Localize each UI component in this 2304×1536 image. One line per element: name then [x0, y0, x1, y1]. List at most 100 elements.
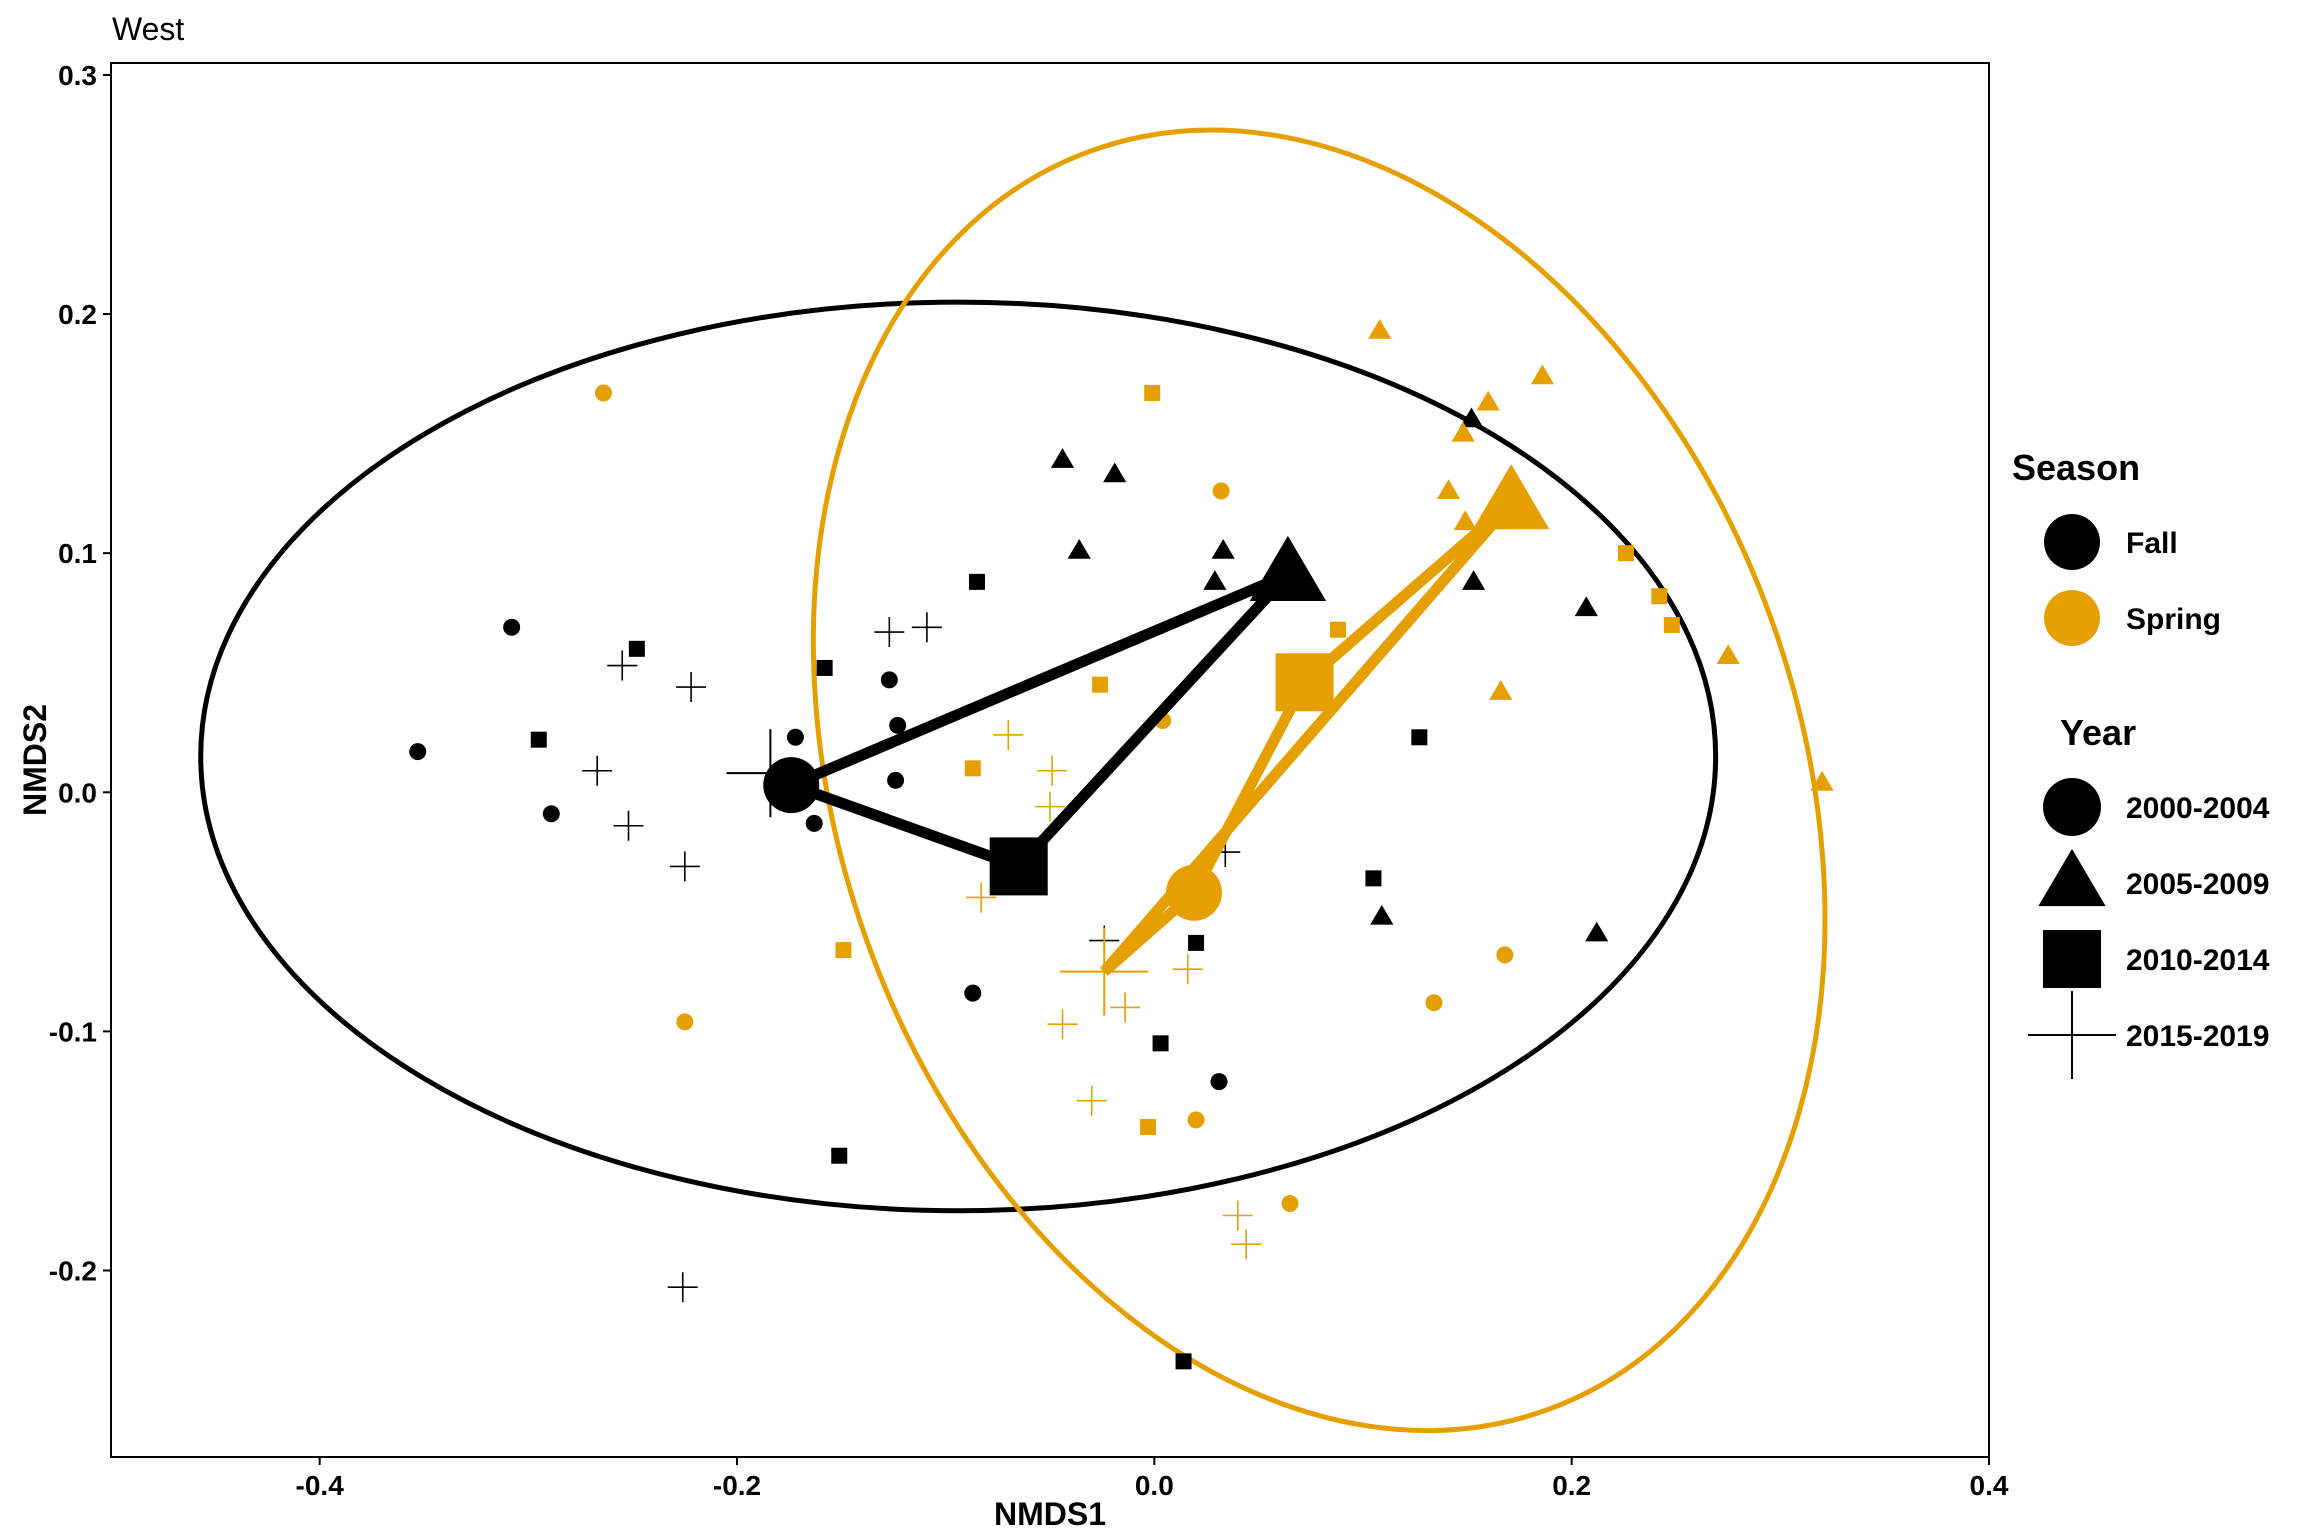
point-fall-2005-2009-8	[1370, 904, 1394, 925]
point-fall-2010-2014-0	[628, 640, 645, 657]
point-fall-2000-2004-1	[503, 618, 521, 636]
y-tick-label-0: -0.2	[49, 1255, 97, 1286]
point-fall-2000-2004-8	[964, 984, 982, 1002]
point-spring-2005-2009-6	[1489, 680, 1513, 700]
point-spring-2015-2019-7	[1076, 1085, 1107, 1116]
point-spring-2010-2014-1	[1329, 621, 1346, 638]
centroid-spring-2010-2014	[1275, 653, 1334, 712]
point-spring-2015-2019-8	[1222, 1200, 1253, 1231]
point-spring-2010-2014-5	[1140, 1119, 1157, 1136]
plot-panel-border	[110, 62, 1990, 1458]
point-fall-2000-2004-0	[409, 743, 427, 761]
x-tick-label-4: 0.4	[1970, 1470, 2009, 1501]
point-spring-2000-2004-4	[1187, 1111, 1205, 1129]
point-spring-2005-2009-7	[1716, 644, 1740, 664]
point-fall-2015-2019-3	[613, 810, 644, 841]
x-tick-label-0: -0.4	[296, 1470, 345, 1501]
point-fall-2005-2009-1	[1067, 539, 1091, 559]
point-fall-2000-2004-7	[887, 771, 905, 789]
legend-year-label-2000-2004: 2000-2004	[2126, 792, 2270, 825]
point-fall-2005-2009-3	[1211, 539, 1235, 559]
point-spring-2015-2019-6	[1172, 954, 1203, 985]
point-spring-2015-2019-5	[1110, 992, 1141, 1023]
axes: -0.4 -0.2 0.0 0.2 0.4 -0.2 -0.1 0.0 0.1 0.2 0.3	[49, 60, 2009, 1501]
point-fall-2015-2019-1	[676, 672, 707, 703]
point-spring-2015-2019-4	[1047, 1009, 1078, 1040]
point-spring-2010-2014-6	[1617, 545, 1634, 562]
point-fall-2005-2009-4	[1203, 570, 1227, 590]
centroid-spring-2000-2004	[1165, 864, 1222, 921]
point-spring-2015-2019-1	[1037, 755, 1068, 786]
point-fall-2015-2019-5	[874, 617, 905, 648]
centroid-fall-2010-2014	[989, 837, 1048, 896]
legend-year-label-2010-2014: 2010-2014	[2126, 944, 2270, 977]
point-spring-2005-2009-5	[1453, 510, 1477, 531]
point-spring-2015-2019-0	[993, 719, 1024, 750]
legend: Season Year Fall Spring 2000-2004 2005-2009…	[2012, 447, 2270, 1079]
point-fall-2015-2019-4	[669, 851, 700, 882]
legend-season-title: Season	[2012, 447, 2140, 488]
confidence-ellipse-spring	[810, 127, 1828, 1434]
point-fall-2005-2009-0	[1050, 448, 1075, 468]
legend-year-key-2010-2014	[2043, 930, 2101, 988]
legend-season-label-fall: Fall	[2126, 527, 2178, 560]
point-fall-2015-2019-6	[911, 612, 942, 643]
point-fall-2010-2014-2	[816, 659, 833, 676]
point-spring-2000-2004-6	[1496, 946, 1514, 964]
centroid-spring-2015-2019	[1060, 927, 1149, 1016]
point-fall-2010-2014-3	[968, 573, 985, 590]
legend-year-key-2005-2009	[2038, 848, 2106, 907]
point-fall-2000-2004-3	[786, 728, 804, 746]
point-fall-2010-2014-1	[530, 731, 547, 748]
y-axis-title: NMDS2	[17, 704, 53, 816]
centroid-fall-2000-2004	[763, 757, 820, 814]
point-spring-2000-2004-3	[1212, 482, 1230, 500]
point-fall-2010-2014-7	[1152, 1035, 1169, 1052]
point-fall-2015-2019-7	[667, 1272, 698, 1303]
legend-year-label-2005-2009: 2005-2009	[2126, 868, 2269, 901]
point-fall-2005-2009-5	[1459, 407, 1484, 428]
centroid-spring-2005-2009	[1472, 464, 1550, 530]
point-fall-2010-2014-6	[1188, 934, 1205, 951]
point-spring-2005-2009-4	[1436, 479, 1461, 499]
legend-year-title: Year	[2060, 712, 2136, 753]
point-fall-2000-2004-6	[889, 716, 907, 734]
legend-season-key-spring	[2044, 590, 2100, 646]
x-tick-label-3: 0.2	[1552, 1470, 1591, 1501]
centroid-path-fall	[789, 569, 1292, 873]
point-spring-2005-2009-2	[1476, 390, 1500, 411]
point-spring-2000-2004-7	[1281, 1195, 1299, 1213]
point-spring-2010-2014-8	[1663, 616, 1680, 633]
centroid-fall-2005-2009	[1249, 535, 1327, 602]
plot-area	[198, 127, 1834, 1434]
point-spring-2010-2014-7	[1651, 588, 1668, 605]
x-tick-label-1: -0.2	[713, 1470, 761, 1501]
y-tick-label-2: 0.0	[58, 777, 97, 808]
point-spring-2010-2014-0	[1144, 384, 1161, 401]
legend-season-label-spring: Spring	[2126, 603, 2221, 636]
point-fall-2010-2014-8	[831, 1147, 848, 1164]
point-fall-2000-2004-4	[805, 814, 823, 832]
point-spring-2010-2014-4	[835, 942, 852, 959]
point-spring-2010-2014-2	[1092, 676, 1109, 693]
x-axis-title: NMDS1	[994, 1496, 1106, 1532]
point-spring-2010-2014-3	[964, 760, 981, 777]
point-fall-2015-2019-2	[582, 755, 613, 786]
legend-season-key-fall	[2044, 514, 2100, 570]
legend-year-key-2015-2019	[2028, 991, 2116, 1079]
point-spring-2015-2019-2	[1035, 791, 1065, 822]
point-spring-2000-2004-0	[594, 384, 612, 402]
y-tick-label-4: 0.2	[58, 299, 97, 330]
point-spring-2015-2019-3	[966, 882, 997, 913]
point-fall-2015-2019-0	[607, 650, 638, 681]
y-tick-label-5: 0.3	[58, 60, 97, 91]
legend-year-key-2000-2004	[2043, 778, 2101, 836]
point-fall-2010-2014-5	[1365, 870, 1382, 887]
point-spring-2005-2009-1	[1451, 421, 1475, 442]
point-spring-2000-2004-5	[1425, 994, 1443, 1012]
point-spring-2005-2009-0	[1368, 319, 1392, 339]
centroid-fall-2015-2019	[726, 729, 815, 818]
plot-title: West	[112, 11, 184, 47]
point-spring-2005-2009-8	[1810, 770, 1834, 791]
